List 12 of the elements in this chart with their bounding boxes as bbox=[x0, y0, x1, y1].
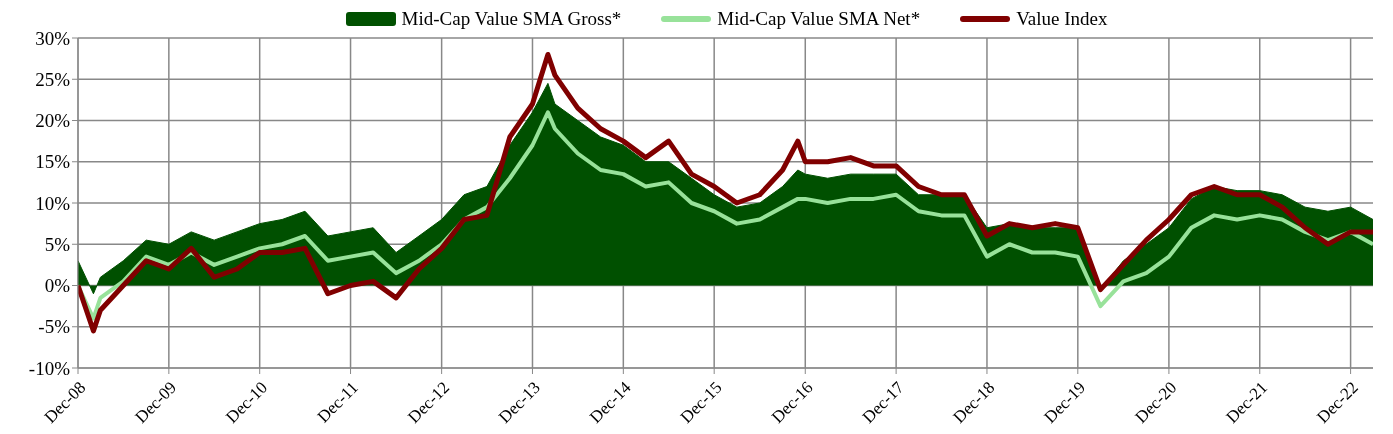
y-tick-label: 5% bbox=[44, 233, 71, 255]
y-tick-label: 25% bbox=[35, 68, 71, 90]
legend-label: Mid-Cap Value SMA Net* bbox=[717, 8, 921, 30]
y-tick-label: 0% bbox=[44, 275, 71, 297]
y-tick-label: 15% bbox=[35, 151, 71, 173]
y-tick-label: 30% bbox=[35, 27, 71, 49]
legend-label: Mid-Cap Value SMA Gross* bbox=[401, 8, 622, 30]
y-tick-label: -5% bbox=[38, 316, 71, 338]
y-tick-label: 20% bbox=[35, 110, 71, 132]
legend-label: Value Index bbox=[1016, 8, 1108, 30]
y-tick-label: -10% bbox=[28, 357, 71, 379]
y-tick-label: 10% bbox=[35, 192, 71, 214]
